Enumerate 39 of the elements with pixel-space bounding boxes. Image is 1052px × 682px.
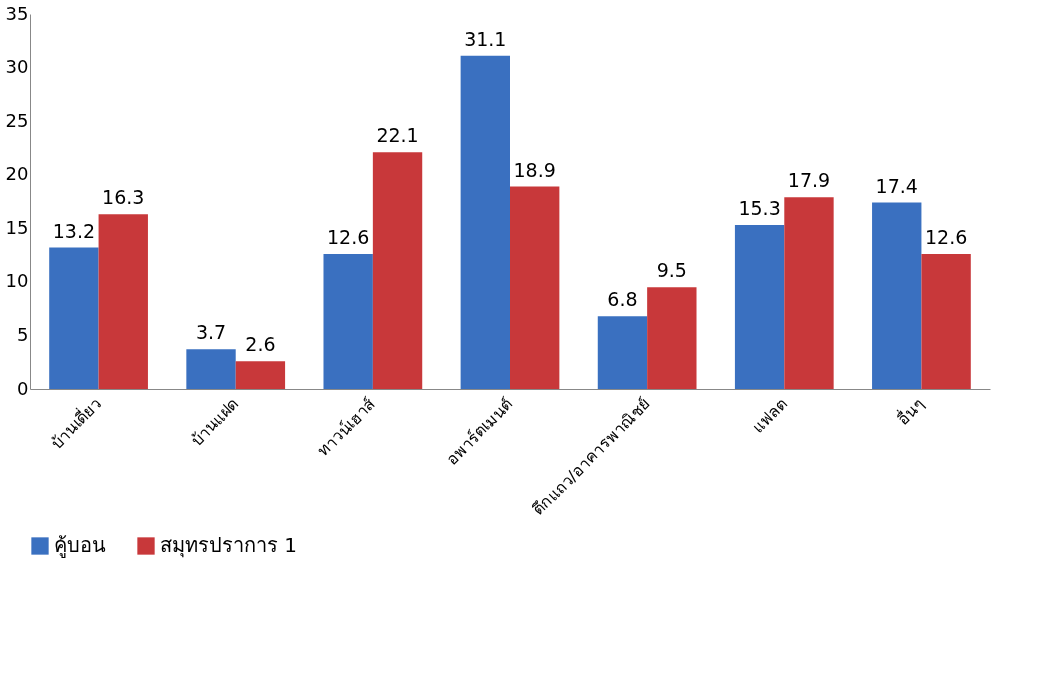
data-label: 6.8 [607, 288, 638, 311]
bar [235, 361, 286, 389]
data-label: 17.9 [787, 169, 831, 192]
data-label: 17.4 [875, 174, 918, 197]
data-label: 13.2 [52, 219, 96, 242]
data-label: 3.7 [195, 321, 227, 344]
y-tick-label: 0 [17, 377, 29, 399]
bar [186, 349, 236, 389]
bar [784, 197, 834, 389]
bar [597, 316, 648, 389]
x-tick-label: อื่นๆ [891, 393, 928, 430]
bar [49, 247, 99, 389]
bar [372, 152, 423, 389]
data-label: 31.1 [464, 27, 507, 50]
bar [510, 186, 560, 389]
y-tick-label: 30 [5, 56, 29, 78]
legend-label: สมุทรปราการ 1 [160, 533, 298, 558]
y-tick-label: 25 [5, 109, 29, 131]
legend-label: คู้บอน [54, 533, 106, 558]
data-label: 22.1 [376, 124, 419, 147]
data-label: 18.9 [513, 158, 556, 181]
data-label: 2.6 [245, 333, 276, 356]
bar [323, 254, 373, 389]
data-label: 9.5 [656, 259, 687, 282]
bar [98, 214, 148, 389]
y-tick-label: 5 [17, 323, 29, 345]
y-tick-label: 20 [5, 163, 29, 185]
y-tick-label: 15 [5, 216, 29, 238]
y-tick-label: 35 [5, 2, 29, 24]
bar [734, 225, 785, 389]
bar [460, 55, 510, 389]
bar [647, 287, 697, 389]
bar [872, 202, 922, 389]
data-label: 16.3 [102, 186, 145, 209]
data-label: 15.3 [738, 197, 781, 220]
bar [921, 254, 971, 389]
data-label: 12.6 [327, 226, 370, 248]
y-tick-label: 10 [5, 270, 29, 292]
data-label: 12.6 [924, 226, 968, 248]
